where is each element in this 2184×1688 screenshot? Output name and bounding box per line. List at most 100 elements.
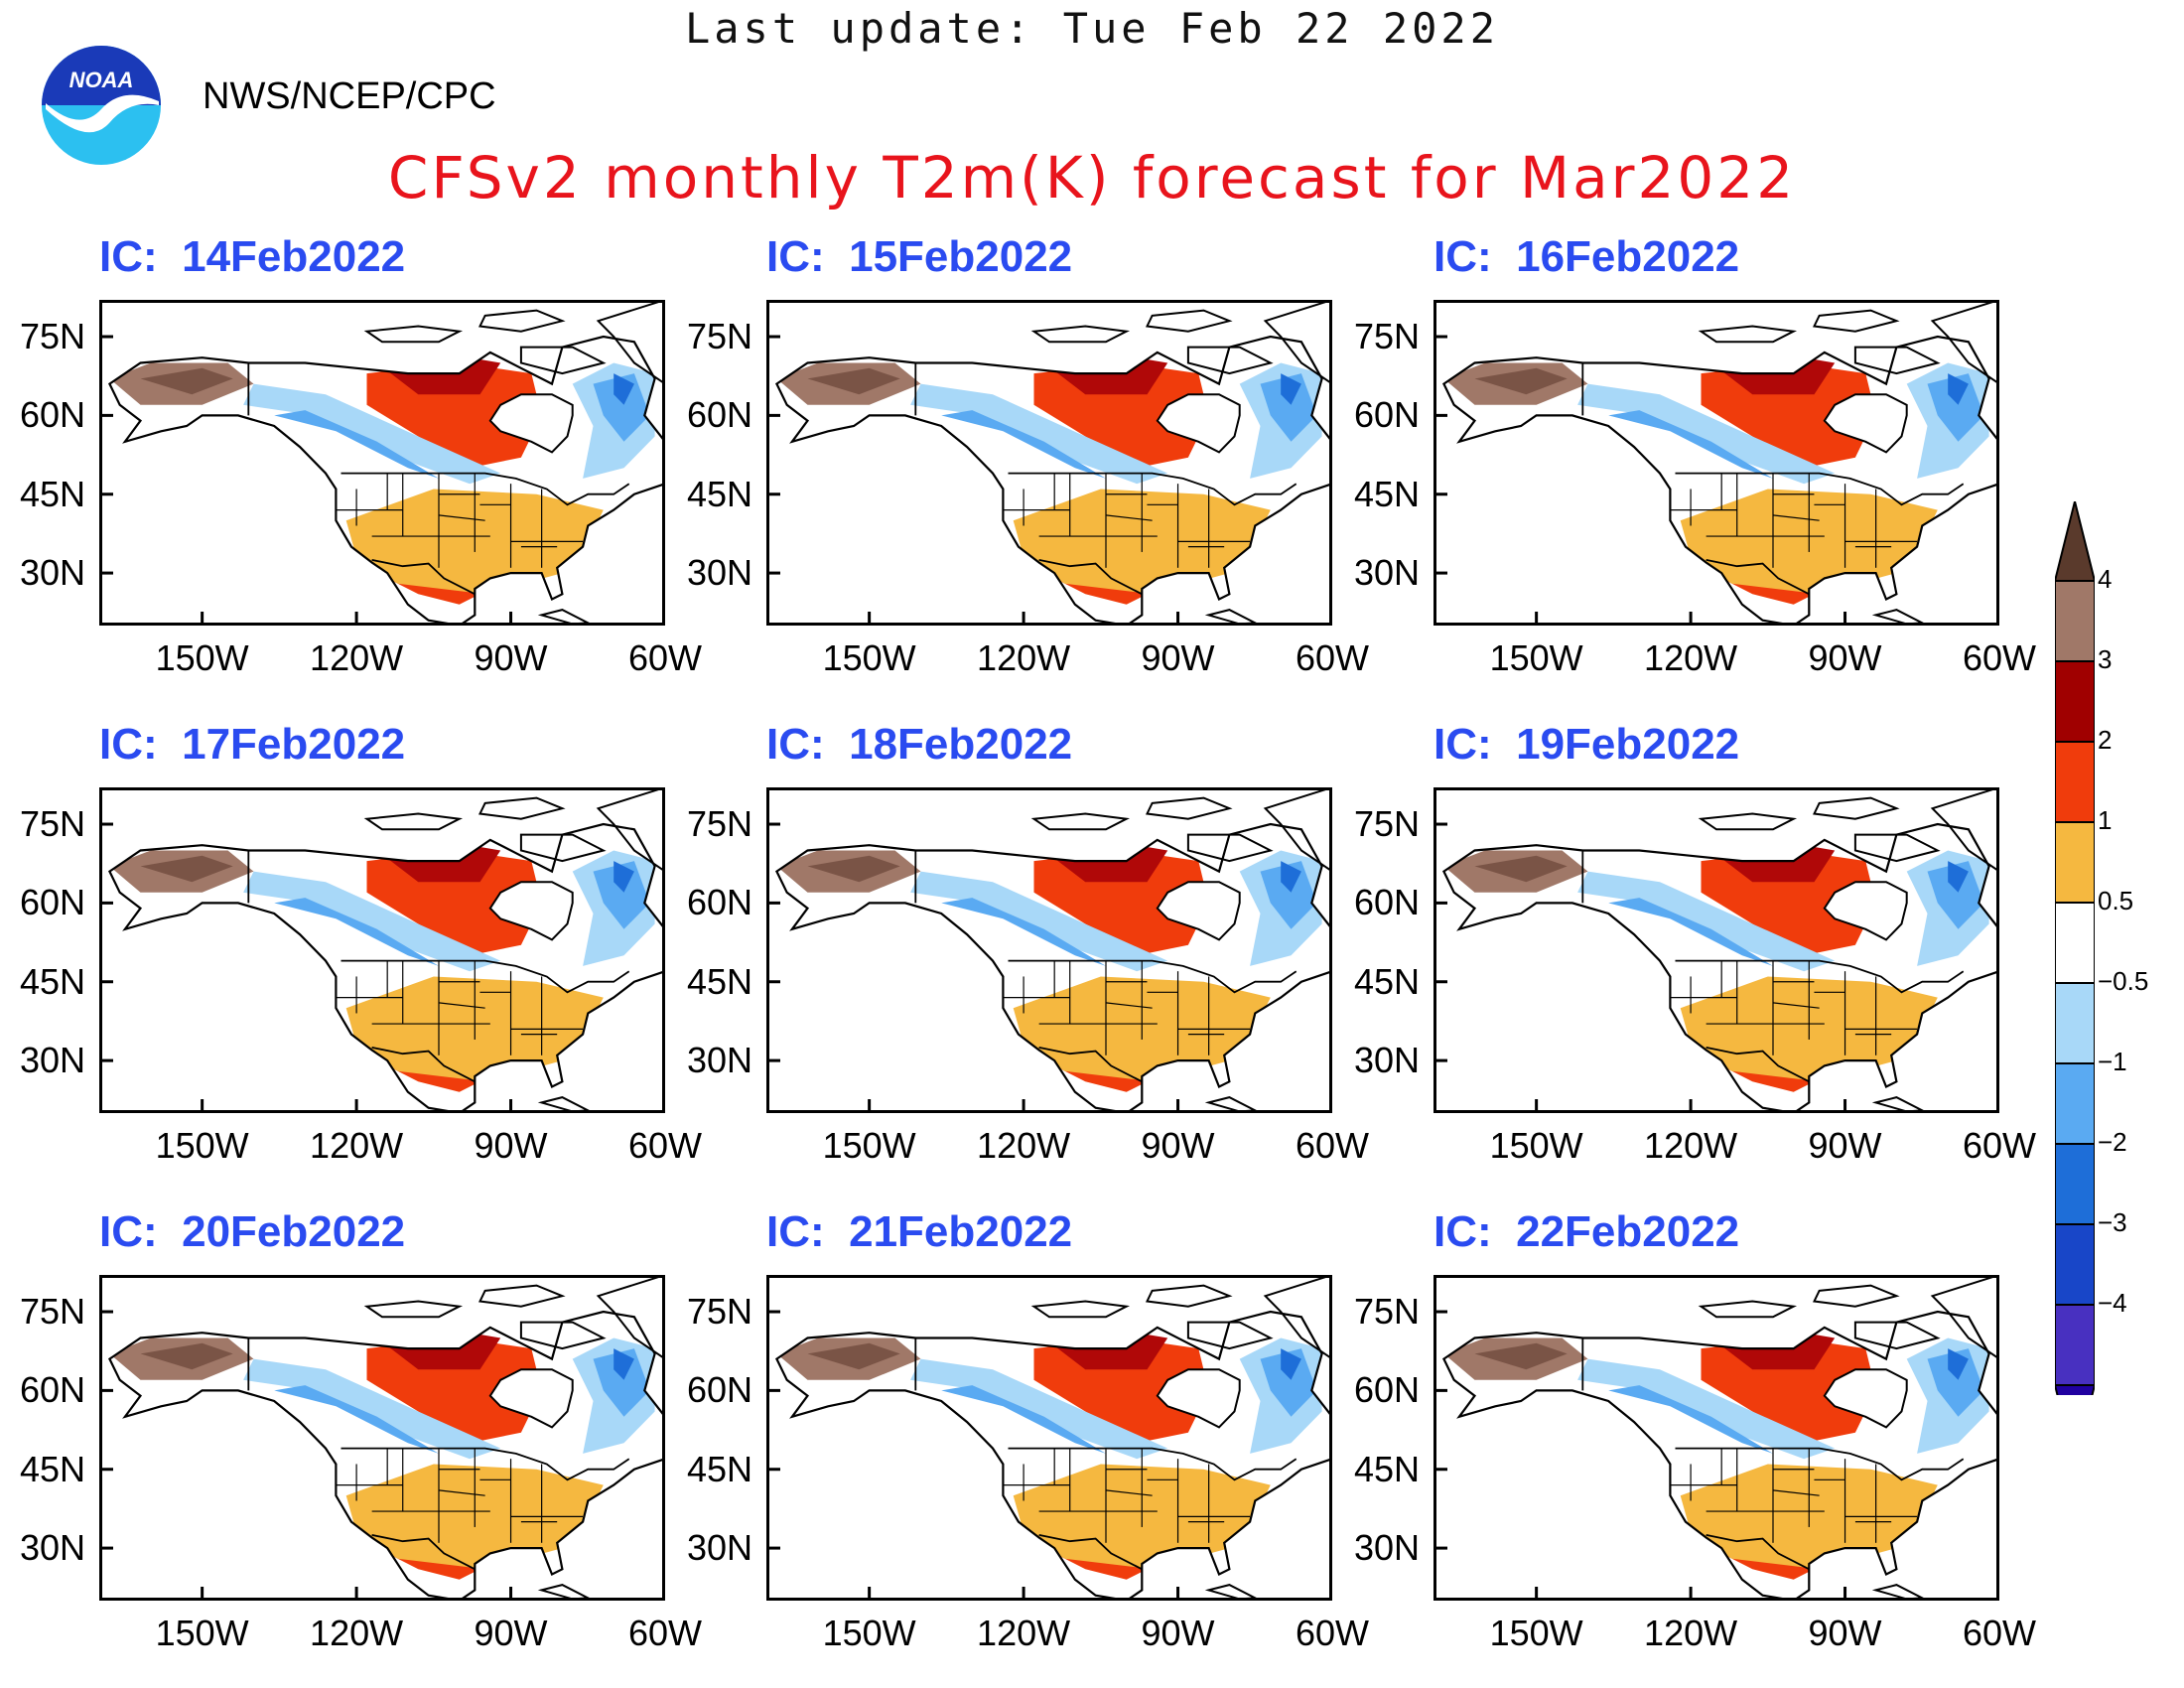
panel-frame (99, 787, 665, 1113)
lon-tick-label: 150W (155, 637, 249, 678)
coastline (107, 822, 665, 1113)
border (341, 472, 630, 506)
anomaly-region (1033, 850, 1209, 956)
lon-tick-label: 90W (1808, 1613, 1882, 1653)
anomaly-region (274, 1385, 439, 1454)
border (1675, 959, 1965, 994)
anomaly-region (1474, 1342, 1568, 1370)
lat-tick-label: 75N (687, 1291, 753, 1333)
forecast-map-panel (766, 1275, 1332, 1601)
anomaly-region (243, 1358, 501, 1460)
lon-tick-label: 150W (155, 1125, 249, 1166)
coastline (774, 1310, 1332, 1601)
lon-tick-label: 120W (310, 1613, 404, 1653)
lon-tick-label: 120W (977, 1613, 1071, 1653)
figure-title: CFSv2 monthly T2m(K) forecast for Mar202… (387, 144, 1797, 211)
lon-tick-label: 150W (155, 1613, 249, 1653)
colorbar-segment (2055, 982, 2095, 1064)
anomaly-region (1474, 367, 1568, 395)
colorbar-segment (2055, 1304, 2095, 1386)
panel-title: IC: 14Feb2022 (99, 232, 406, 281)
anomaly-region (1948, 373, 1969, 405)
lon-tick-label: 60W (1295, 637, 1370, 678)
colorbar-segment (2055, 580, 2095, 662)
panel-frame (1433, 300, 1999, 626)
lat-tick-label: 75N (20, 803, 86, 845)
lon-tick-label: 60W (627, 637, 703, 678)
anomaly-region (140, 855, 233, 883)
forecast-map-panel (99, 787, 665, 1113)
anomaly-region (1608, 898, 1773, 966)
lat-tick-label: 60N (20, 882, 86, 923)
colorbar-tick-label: 2 (2098, 725, 2113, 755)
noaa-logo-icon: NOAA (42, 46, 161, 165)
lat-tick-label: 45N (687, 1448, 753, 1489)
anomaly-region (1577, 871, 1836, 972)
last-update-text: Last update: Tue Feb 22 2022 (684, 4, 1499, 53)
anomaly-region (910, 1358, 1168, 1460)
lon-tick-label: 150W (822, 1613, 916, 1653)
colorbar-tick-label: −2 (2098, 1127, 2127, 1157)
anomaly-region (1927, 373, 1984, 442)
panel-title: IC: 20Feb2022 (99, 1207, 406, 1256)
anomaly-region (593, 861, 650, 929)
forecast-map-panel (1433, 300, 1999, 626)
anomaly-region (593, 373, 650, 442)
lat-tick-label: 75N (687, 803, 753, 845)
panel-frame (766, 300, 1332, 626)
panel-title: IC: 17Feb2022 (99, 720, 406, 769)
lat-tick-label: 75N (20, 1291, 86, 1333)
lon-tick-label: 90W (474, 1613, 548, 1653)
lon-tick-label: 90W (474, 637, 548, 678)
lat-tick-label: 75N (1354, 803, 1421, 845)
lat-tick-label: 45N (687, 960, 753, 1002)
lat-tick-label: 60N (1354, 394, 1421, 436)
lon-tick-label: 60W (627, 1613, 703, 1653)
lon-tick-label: 120W (310, 637, 404, 678)
forecast-map-panel (766, 300, 1332, 626)
lon-tick-label: 90W (1141, 1125, 1215, 1166)
panel-title: IC: 21Feb2022 (766, 1207, 1073, 1256)
anomaly-region (593, 1348, 650, 1417)
lat-tick-label: 60N (20, 1369, 86, 1411)
colorbar-segment (2055, 1384, 2095, 1395)
lon-tick-label: 120W (310, 1125, 404, 1166)
anomaly-region (243, 383, 501, 485)
coastline (774, 822, 1332, 1113)
anomaly-region (243, 871, 501, 972)
anomaly-region (140, 1342, 233, 1370)
border (341, 959, 630, 994)
lon-tick-label: 60W (1962, 1613, 2037, 1653)
lat-tick-label: 45N (20, 960, 86, 1002)
forecast-map-panel (766, 787, 1332, 1113)
colorbar-tick-label: 3 (2098, 644, 2113, 674)
colorbar-segment (2055, 902, 2095, 984)
anomaly-region (614, 861, 634, 893)
forecast-map-panel (1433, 787, 1999, 1113)
coastline (1441, 1310, 1999, 1601)
anomaly-region (1948, 861, 1969, 893)
colorbar-tick-label: −1 (2098, 1047, 2127, 1076)
lat-tick-label: 30N (1354, 552, 1421, 594)
anomaly-region (1608, 410, 1773, 479)
lat-tick-label: 45N (687, 473, 753, 514)
colorbar-segment (2055, 660, 2095, 743)
lon-tick-label: 150W (822, 637, 916, 678)
anomaly-region (807, 1342, 900, 1370)
anomaly-region (1608, 1385, 1773, 1454)
coastline (107, 335, 665, 626)
anomaly-region (1701, 362, 1876, 469)
anomaly-region (366, 1337, 542, 1444)
lat-tick-label: 30N (1354, 1527, 1421, 1569)
anomaly-region (910, 383, 1168, 485)
lat-tick-label: 30N (20, 552, 86, 594)
colorbar-segment (2055, 821, 2095, 904)
lat-tick-label: 75N (1354, 316, 1421, 357)
forecast-map-panel (99, 300, 665, 626)
svg-text:NOAA: NOAA (69, 68, 134, 92)
lat-tick-label: 45N (1354, 473, 1421, 514)
lat-tick-label: 30N (687, 1040, 753, 1081)
lat-tick-label: 45N (20, 1448, 86, 1489)
border (1675, 1447, 1965, 1481)
